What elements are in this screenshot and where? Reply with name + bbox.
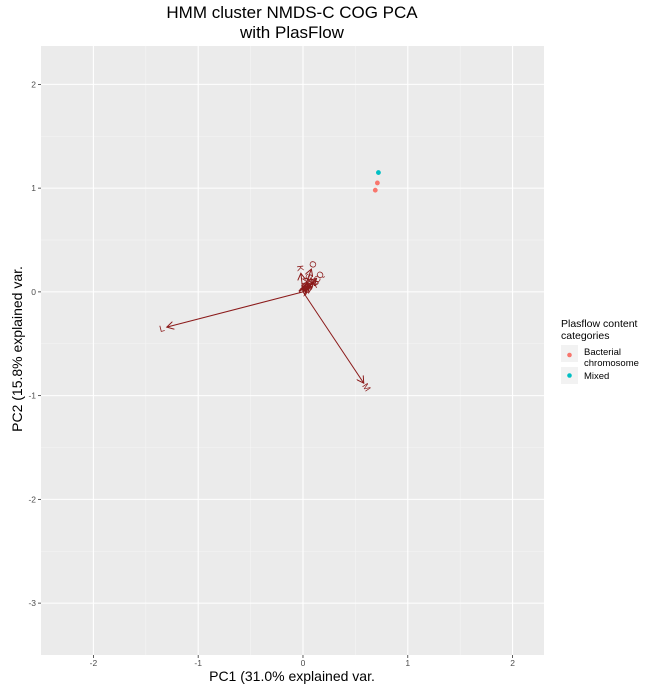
y-tick-label: 1: [31, 183, 36, 193]
loading-label-t: T: [304, 276, 316, 287]
y-tick-label: -1: [28, 391, 36, 401]
legend-title-line1: Plasflow content: [561, 318, 638, 330]
loading-label-e: E: [309, 277, 320, 289]
point-bacterial-chromosome: [372, 187, 378, 193]
chart-title-line1: HMM cluster NMDS-C COG PCA: [166, 3, 418, 22]
y-tick-label: -2: [28, 494, 36, 504]
minor-gridlines: [41, 46, 544, 655]
x-axis-ticks: -2 -1 0 1 2: [90, 655, 515, 668]
loading-label-c: C: [311, 273, 323, 285]
x-tick-label: 1: [405, 658, 410, 668]
loading-label-j: J: [301, 276, 312, 283]
loading-arrow-l: [167, 291, 304, 327]
loading-label-p: P: [312, 278, 322, 290]
y-axis-title: PC2 (15.8% explained var.: [9, 266, 25, 432]
x-tick-label: 2: [510, 658, 515, 668]
x-tick-label: 0: [301, 658, 306, 668]
point-mixed: [376, 170, 381, 175]
legend: Plasflow content categories Bacterial ch…: [561, 318, 639, 384]
plot-panel: [41, 46, 544, 655]
loading-label-v: V: [300, 278, 311, 286]
loading-label-g: G: [303, 272, 315, 282]
loading-label-m: M: [360, 381, 372, 393]
legend-title-line2: categories: [561, 330, 609, 342]
x-tick-label: -2: [90, 658, 98, 668]
loading-label-o: O: [307, 259, 319, 269]
data-points: [372, 170, 381, 193]
legend-label-bacterial-line1: Bacterial: [584, 347, 621, 358]
x-axis-title: PC1 (31.0% explained var.: [209, 668, 375, 684]
legend-label-mixed: Mixed: [584, 371, 609, 382]
loading-label-l: L: [158, 323, 165, 334]
y-tick-label: 0: [31, 287, 36, 297]
y-tick-label: 2: [31, 79, 36, 89]
loading-label-i: I: [308, 276, 317, 284]
major-gridlines: [41, 46, 544, 655]
loading-label-h: H: [306, 279, 317, 291]
loading-arrow-m: [302, 291, 364, 383]
loading-arrow-t: [303, 286, 307, 292]
loading-label-k: K: [295, 265, 306, 272]
y-tick-label: -3: [28, 598, 36, 608]
point-bacterial-chromosome: [374, 180, 380, 186]
y-axis-ticks: 2 1 0 -1 -2 -3: [28, 79, 41, 608]
legend-marker-bacterial-chromosome: [567, 352, 572, 358]
legend-marker-mixed: [567, 373, 572, 378]
x-tick-label: -1: [194, 658, 202, 668]
chart-title-line2: with PlasFlow: [239, 23, 345, 42]
legend-label-bacterial-line2: chromosome: [584, 358, 639, 369]
